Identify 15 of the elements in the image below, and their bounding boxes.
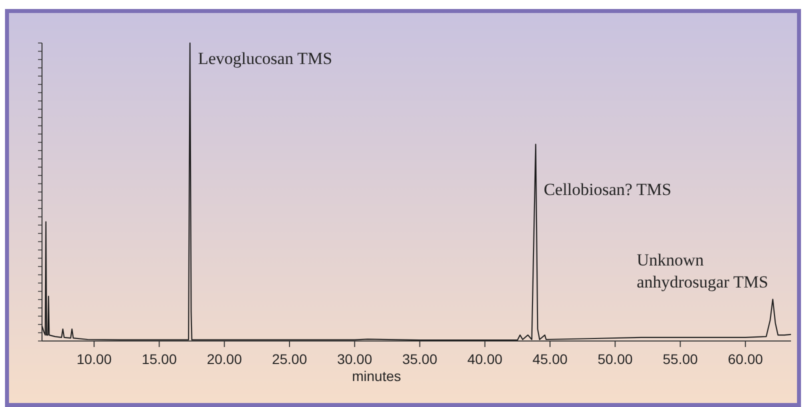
annotation: Unknown anhydrosugar TMS: [636, 250, 768, 292]
annotation: Cellobiosan? TMS: [544, 180, 672, 200]
x-tick-label: 15.00: [142, 351, 177, 367]
x-tick-label: 55.00: [662, 351, 698, 367]
annotation: Levoglucosan TMS: [198, 48, 332, 68]
x-tick-label: 45.00: [532, 351, 568, 367]
x-tick-label: 25.00: [272, 351, 308, 367]
x-tick-label: 30.00: [337, 351, 372, 367]
x-tick-label: 50.00: [598, 351, 633, 367]
x-tick-label: 35.00: [402, 351, 438, 367]
x-tick-label: 60.00: [728, 351, 764, 367]
x-tick-label: 20.00: [206, 351, 242, 367]
x-axis-title: minutes: [352, 368, 402, 384]
x-tick-label: 10.00: [76, 351, 112, 367]
x-tick-label: 40.00: [467, 351, 503, 367]
